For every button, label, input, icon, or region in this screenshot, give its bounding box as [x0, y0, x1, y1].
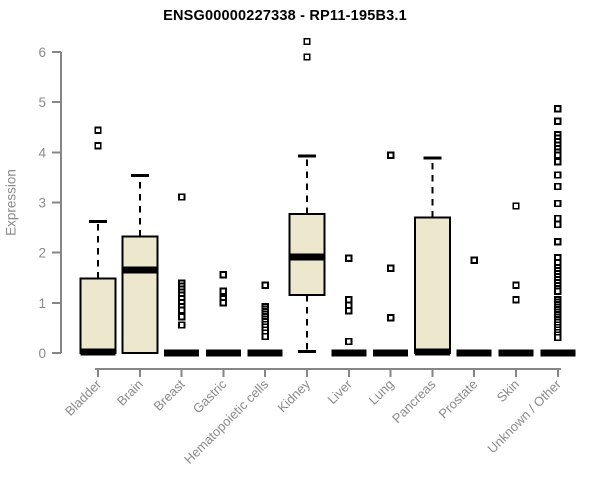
outlier-point — [219, 271, 228, 279]
outlier-point — [177, 193, 186, 201]
outlier-point — [512, 281, 520, 289]
box — [121, 235, 159, 354]
x-category-label-liver: Liver — [324, 376, 355, 407]
outlier-point — [219, 299, 228, 307]
y-tick-label: 2 — [38, 246, 46, 261]
outlier-point — [345, 254, 353, 262]
outlier-point — [554, 333, 562, 342]
outlier-point — [554, 287, 562, 295]
outlier-point — [470, 256, 478, 264]
x-category-label-lung: Lung — [366, 377, 397, 408]
box-group-liver — [331, 254, 367, 357]
outlier-point — [554, 158, 562, 166]
outlier-point — [94, 142, 102, 150]
outlier-point — [512, 296, 520, 304]
outlier-point — [94, 126, 102, 134]
outlier-point — [177, 313, 186, 321]
x-category-label-kidney: Kidney — [274, 376, 313, 415]
outlier-point — [554, 151, 562, 159]
box-group-prostate — [456, 256, 492, 357]
box — [79, 277, 117, 355]
outlier-point — [554, 105, 562, 113]
collapsed-box — [540, 349, 576, 357]
outlier-point — [554, 214, 562, 223]
y-tick-label: 5 — [38, 95, 46, 110]
outlier-point — [554, 182, 562, 191]
outlier-point — [554, 220, 562, 229]
box-group-skin — [498, 202, 534, 357]
y-tick-label: 3 — [38, 196, 46, 211]
outlier-point — [177, 306, 186, 315]
outlier-point — [303, 53, 311, 61]
outlier-point — [219, 287, 228, 295]
collapsed-box — [247, 349, 283, 357]
box-group-brain — [121, 173, 159, 354]
collapsed-box — [456, 349, 492, 357]
median-line — [122, 266, 158, 274]
box-group-gastric — [205, 271, 241, 357]
outlier-point — [303, 37, 311, 46]
box-group-breast — [164, 193, 200, 357]
outlier-point — [261, 332, 269, 341]
outlier-point — [261, 281, 269, 289]
outlier-point — [386, 264, 395, 272]
box-group-hematopoietic-cells — [247, 281, 283, 357]
x-category-label-skin: Skin — [494, 377, 522, 405]
y-tick-label: 4 — [38, 145, 46, 160]
axes — [52, 51, 561, 377]
x-category-label-breast: Breast — [151, 376, 188, 413]
collapsed-box — [373, 349, 409, 357]
collapsed-box — [205, 349, 241, 357]
box-group-pancreas — [413, 156, 451, 356]
y-tick-label: 0 — [38, 346, 46, 361]
outlier-point — [512, 202, 520, 210]
x-category-label-pancreas: Pancreas — [389, 376, 439, 426]
box-group-unknown-other — [540, 105, 576, 357]
outlier-point — [386, 151, 395, 159]
x-category-label-unknown-other: Unknown / Other — [484, 376, 564, 456]
outlier-point — [345, 337, 353, 346]
collapsed-box — [331, 349, 367, 357]
box — [413, 216, 451, 354]
y-tick-label: 1 — [38, 296, 46, 311]
outlier-point — [386, 314, 395, 322]
collapsed-box — [164, 349, 200, 357]
outlier-point — [554, 199, 562, 208]
outlier-point — [554, 117, 562, 125]
outlier-point — [554, 171, 562, 179]
y-tick-label: 6 — [38, 45, 46, 60]
x-category-label-prostate: Prostate — [435, 377, 480, 422]
outlier-point — [554, 237, 562, 246]
median-line — [414, 348, 450, 356]
outlier-point — [177, 321, 186, 329]
box-group-lung — [373, 151, 409, 357]
box-group-bladder — [79, 126, 117, 356]
outlier-point — [345, 307, 353, 315]
x-category-label-gastric: Gastric — [190, 376, 230, 416]
box-group-kidney — [288, 37, 326, 353]
x-category-label-bladder: Bladder — [62, 376, 105, 419]
chart-title: ENSG00000227338 - RP11-195B3.1 — [163, 8, 407, 24]
x-category-label-brain: Brain — [114, 377, 146, 409]
collapsed-box — [498, 349, 534, 357]
median-line — [289, 253, 325, 261]
median-line — [80, 348, 116, 356]
